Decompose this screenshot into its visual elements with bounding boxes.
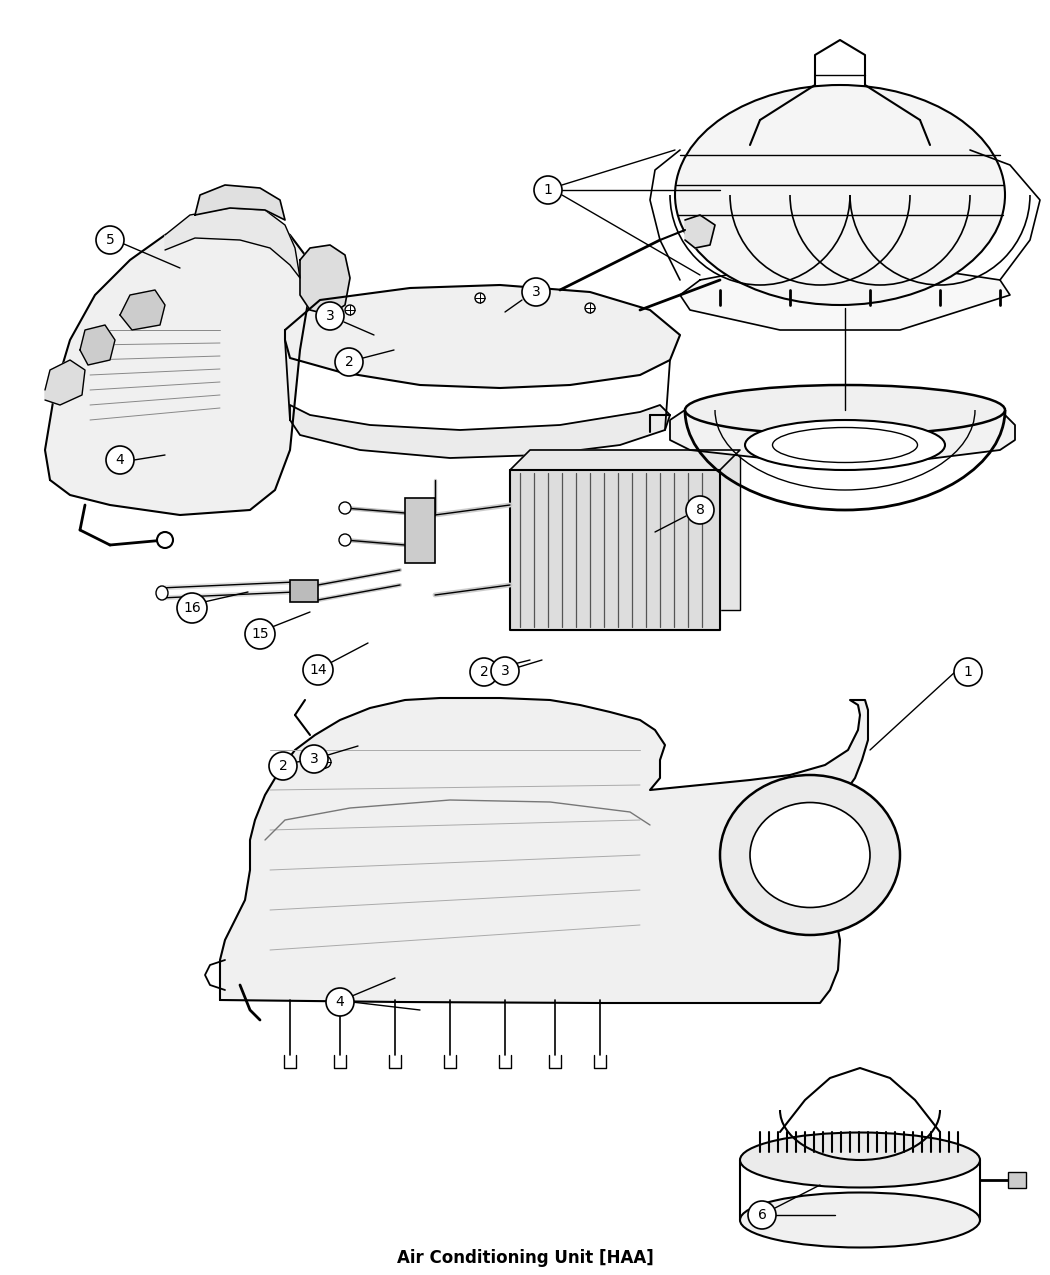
Ellipse shape (740, 1132, 980, 1187)
Text: 1: 1 (544, 184, 552, 198)
FancyBboxPatch shape (405, 499, 435, 564)
Polygon shape (165, 208, 300, 278)
FancyBboxPatch shape (290, 580, 318, 602)
Circle shape (96, 226, 124, 254)
Circle shape (534, 176, 562, 204)
Polygon shape (195, 185, 285, 221)
Circle shape (300, 745, 328, 773)
Circle shape (491, 657, 519, 685)
Text: 14: 14 (309, 663, 327, 677)
Circle shape (585, 303, 595, 312)
Polygon shape (530, 450, 740, 609)
Circle shape (345, 305, 355, 315)
Text: Air Conditioning Unit [HAA]: Air Conditioning Unit [HAA] (397, 1250, 653, 1267)
Circle shape (269, 752, 297, 780)
Circle shape (245, 618, 275, 649)
Text: 1: 1 (964, 666, 972, 680)
Text: 8: 8 (695, 504, 705, 516)
Polygon shape (290, 405, 670, 458)
Polygon shape (510, 470, 720, 630)
Ellipse shape (339, 502, 351, 514)
Text: 4: 4 (116, 453, 124, 467)
Circle shape (335, 348, 363, 376)
Polygon shape (680, 265, 1010, 330)
Polygon shape (510, 450, 740, 470)
Ellipse shape (773, 427, 918, 463)
Polygon shape (45, 215, 310, 515)
Ellipse shape (156, 586, 168, 601)
Ellipse shape (720, 775, 900, 935)
Text: 2: 2 (344, 354, 354, 368)
Polygon shape (45, 360, 85, 405)
Circle shape (158, 532, 173, 548)
Circle shape (954, 658, 982, 686)
Ellipse shape (740, 1192, 980, 1247)
Circle shape (319, 756, 331, 768)
Circle shape (316, 302, 344, 330)
Text: 3: 3 (501, 664, 509, 678)
Text: 3: 3 (310, 752, 318, 766)
Ellipse shape (339, 534, 351, 546)
Text: 6: 6 (757, 1207, 766, 1221)
Polygon shape (670, 411, 1015, 465)
Circle shape (686, 496, 714, 524)
Ellipse shape (685, 385, 1005, 435)
Text: 3: 3 (326, 309, 334, 323)
Text: 4: 4 (336, 994, 344, 1009)
Text: 15: 15 (251, 627, 269, 641)
Ellipse shape (675, 85, 1005, 305)
Text: 2: 2 (278, 759, 288, 773)
Text: 16: 16 (183, 601, 201, 615)
Circle shape (303, 655, 333, 685)
Polygon shape (120, 289, 165, 330)
FancyBboxPatch shape (1008, 1172, 1026, 1188)
Circle shape (475, 293, 485, 303)
Ellipse shape (746, 419, 945, 470)
Text: 2: 2 (480, 666, 488, 680)
Text: 3: 3 (531, 286, 541, 300)
Circle shape (470, 658, 498, 686)
Circle shape (522, 278, 550, 306)
Circle shape (748, 1201, 776, 1229)
Polygon shape (220, 697, 868, 1003)
Circle shape (326, 988, 354, 1016)
Polygon shape (685, 215, 715, 249)
Circle shape (177, 593, 207, 623)
Ellipse shape (750, 802, 870, 908)
Circle shape (106, 446, 134, 474)
Polygon shape (300, 245, 350, 315)
Text: 5: 5 (106, 233, 114, 247)
Polygon shape (285, 286, 680, 388)
Polygon shape (80, 325, 116, 365)
